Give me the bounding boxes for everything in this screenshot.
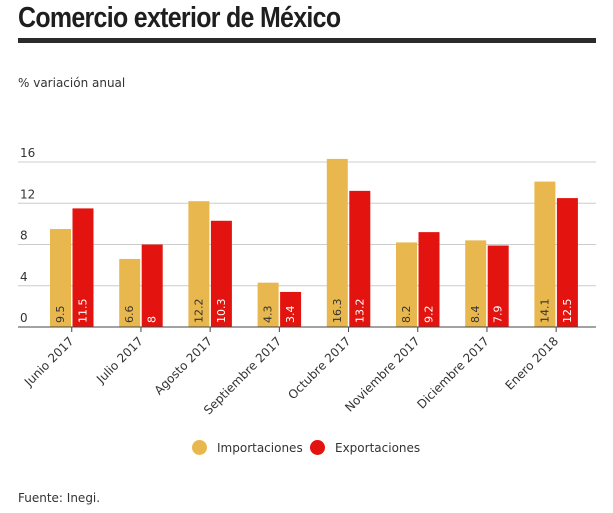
bar-data-label: 16.3 [331,299,344,324]
bar-data-label: 4.3 [262,306,275,324]
bar-data-label: 11.5 [77,299,90,324]
bar [188,201,210,327]
bar [210,220,232,327]
bar-chart: 0 4 8 12 16 9.5 11.5 6.6 8 12.2 10.3 4.3 3.4 16.3 13.… [18,146,596,417]
bars: 9.5 11.5 6.6 8 12.2 10.3 4.3 3.4 16.3 13.2 8.2 9.2 8… [50,158,578,327]
bar-data-label: 10.3 [215,299,228,324]
bar-data-label: 14.1 [538,299,551,324]
bar [119,258,141,327]
bar-data-label: 6.6 [123,306,136,324]
y-tick-label: 8 [20,229,28,243]
bar-data-label: 8.4 [469,306,482,324]
bar-data-label: 9.2 [423,306,436,324]
bar [487,245,509,327]
x-tick-label: Diciembre 2017 [414,334,492,412]
bar-data-label: 13.2 [353,299,366,324]
bar [396,242,417,327]
bar [534,181,556,327]
x-tick-label: Julio 2017 [93,334,146,387]
bar [556,198,578,327]
bar [465,240,487,327]
y-tick-label: 16 [20,146,35,160]
y-tick-label: 4 [20,270,28,284]
chart-title: Comercio exterior de México [18,2,341,34]
legend-swatch-importaciones [192,440,207,455]
bar [326,158,348,327]
y-axis-ticks: 0 4 8 12 16 [20,146,35,325]
legend-item-exportaciones: Exportaciones [310,440,420,455]
bar-data-label: 7.9 [492,306,505,324]
x-tick-label: Enero 2018 [502,334,561,393]
source-note: Fuente: Inegi. [18,491,101,505]
y-tick-label: 0 [20,311,28,325]
legend: Importaciones Exportaciones [0,440,613,460]
legend-item-importaciones: Importaciones [192,440,303,455]
bar-data-label: 9.5 [54,306,67,324]
bar-data-label: 12.2 [192,299,205,324]
bar [141,244,163,327]
x-tick-label: Noviembre 2017 [342,334,423,415]
bar [50,229,71,327]
x-tick-label: Septiembre 2017 [201,334,284,417]
bar [257,282,279,327]
bar-data-label: 8 [146,316,159,323]
bar [72,208,94,327]
title-rule [18,38,596,43]
gridlines [18,161,596,287]
chart-subtitle: % variación anual [18,76,126,90]
bar-data-label: 12.5 [561,299,574,324]
bar [418,232,440,327]
x-axis-ticks: Junio 2017 Julio 2017 Agosto 2017Septiembr… [21,327,561,417]
legend-label-importaciones: Importaciones [217,440,303,455]
bar [349,190,371,327]
legend-label-exportaciones: Exportaciones [335,440,421,455]
y-tick-label: 12 [20,187,35,201]
bar-data-label: 8.2 [400,306,413,324]
x-tick-label: Octubre 2017 [285,334,353,402]
bar [280,291,302,327]
bar-data-label: 3.4 [284,306,297,324]
x-tick-label: Agosto 2017 [152,334,216,398]
x-tick-label: Junio 2017 [21,334,77,390]
legend-swatch-exportaciones [310,440,325,455]
